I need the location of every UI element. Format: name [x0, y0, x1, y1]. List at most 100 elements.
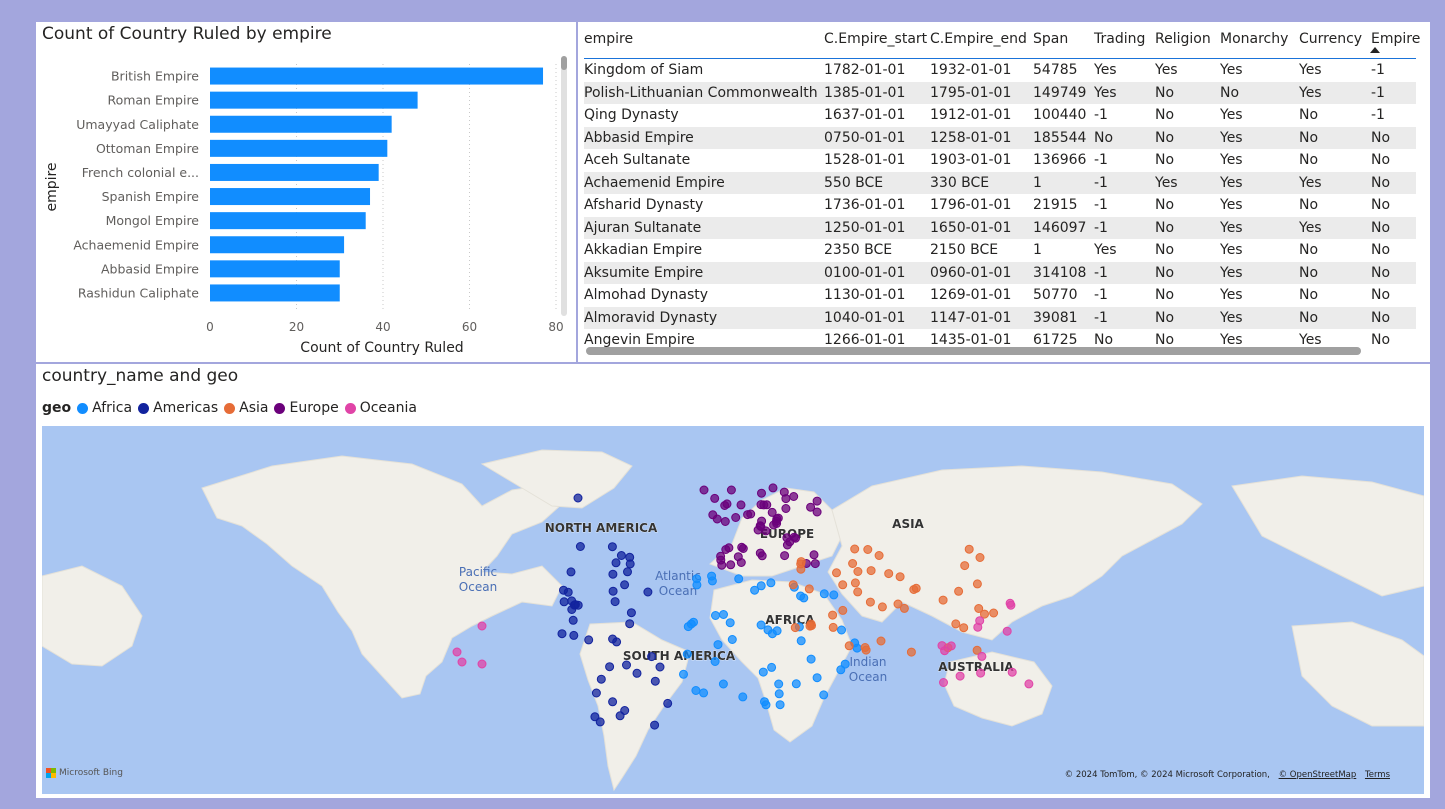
table-row[interactable]: Achaemenid Empire 550 BCE 330 BCE 1 -1 Yes Yes… [584, 171, 1416, 194]
table-row[interactable]: Ajuran Sultanate 1250-01-01 1650-01-01 1460… [584, 216, 1416, 239]
column-header[interactable]: empire [584, 31, 634, 47]
country-point[interactable] [1006, 600, 1016, 610]
country-point[interactable] [710, 657, 720, 666]
country-point[interactable] [568, 615, 578, 625]
table-row[interactable]: Kingdom of Siam 1782-01-01 1932-01-01 54785… [584, 59, 1416, 82]
country-point[interactable] [866, 566, 876, 576]
country-point[interactable] [906, 647, 916, 657]
country-point[interactable] [625, 552, 635, 562]
terms-link[interactable]: Terms [1364, 770, 1390, 780]
column-header[interactable]: Span [1033, 31, 1069, 47]
country-point[interactable] [622, 660, 631, 670]
country-point[interactable] [736, 558, 746, 567]
country-point[interactable] [625, 619, 635, 629]
country-point[interactable] [607, 542, 617, 552]
country-point[interactable] [590, 712, 600, 722]
country-point[interactable] [806, 654, 816, 664]
country-point[interactable] [796, 557, 806, 567]
country-point[interactable] [734, 574, 744, 584]
country-point[interactable] [596, 674, 606, 684]
bar[interactable] [210, 284, 340, 302]
column-header[interactable]: C.Empire_end [930, 31, 1027, 47]
country-point[interactable] [608, 586, 618, 596]
country-point[interactable] [973, 622, 983, 632]
country-point[interactable] [774, 679, 784, 689]
table-row[interactable]: Almohad Dynasty 1130-01-01 1269-01-01 50770… [584, 284, 1416, 307]
country-point[interactable] [955, 671, 965, 681]
country-point[interactable] [838, 580, 848, 590]
country-point[interactable] [683, 622, 693, 632]
country-point[interactable] [643, 587, 653, 597]
country-point[interactable] [708, 510, 718, 520]
country-point[interactable] [806, 502, 816, 512]
country-point[interactable] [819, 589, 829, 599]
table-row[interactable]: Polish-Lithuanian Commonwealth 1385-01-01… [584, 81, 1416, 104]
country-point[interactable] [743, 510, 753, 520]
country-point[interactable] [799, 593, 809, 603]
country-point[interactable] [756, 581, 766, 591]
country-point[interactable] [452, 647, 462, 657]
bar[interactable] [210, 115, 392, 133]
country-point[interactable] [559, 597, 569, 607]
country-point[interactable] [757, 516, 767, 526]
country-point[interactable] [573, 493, 583, 503]
country-point[interactable] [804, 584, 814, 594]
country-point[interactable] [829, 590, 839, 600]
country-point[interactable] [865, 597, 875, 607]
country-point[interactable] [790, 623, 800, 633]
country-point[interactable] [812, 673, 822, 683]
country-point[interactable] [616, 551, 626, 560]
country-point[interactable] [557, 629, 567, 639]
country-point[interactable] [610, 597, 620, 607]
country-point[interactable] [767, 507, 777, 517]
country-point[interactable] [844, 641, 854, 651]
country-point[interactable] [756, 620, 766, 630]
country-point[interactable] [974, 604, 984, 613]
column-header[interactable]: Trading [1094, 31, 1146, 47]
country-point[interactable] [611, 558, 621, 568]
country-point[interactable] [750, 585, 760, 595]
country-point[interactable] [850, 578, 860, 588]
country-point[interactable] [757, 551, 767, 561]
country-point[interactable] [720, 517, 730, 526]
table-row[interactable]: Almoravid Dynasty 1040-01-01 1147-01-01 390… [584, 306, 1416, 329]
country-point[interactable] [785, 537, 795, 547]
country-point[interactable] [989, 608, 999, 618]
country-point[interactable] [895, 572, 905, 582]
country-point[interactable] [976, 668, 986, 678]
country-point[interactable] [566, 567, 576, 577]
country-point[interactable] [738, 692, 748, 702]
country-point[interactable] [1007, 667, 1017, 677]
country-point[interactable] [812, 496, 822, 506]
country-point[interactable] [977, 651, 987, 661]
bar[interactable] [210, 188, 371, 206]
legend-item[interactable]: Africa [77, 400, 132, 416]
country-point[interactable] [679, 669, 688, 679]
country-point[interactable] [959, 623, 969, 633]
country-point[interactable] [736, 500, 746, 510]
legend-item[interactable]: Asia [224, 400, 268, 416]
bar[interactable] [210, 236, 345, 254]
country-point[interactable] [699, 485, 709, 495]
country-point[interactable] [710, 493, 720, 503]
country-point[interactable] [650, 720, 660, 730]
table-row[interactable]: Afsharid Dynasty 1736-01-01 1796-01-01 2191… [584, 194, 1416, 217]
country-point[interactable] [838, 605, 848, 615]
country-point[interactable] [725, 618, 735, 628]
country-point[interactable] [960, 561, 970, 571]
country-point[interactable] [575, 542, 585, 551]
country-point[interactable] [758, 667, 768, 677]
country-point[interactable] [726, 560, 736, 570]
country-point[interactable] [899, 603, 909, 613]
country-point[interactable] [972, 579, 982, 589]
country-point[interactable] [863, 545, 873, 554]
bar-chart-visual[interactable]: Count of Country Ruled by empire 0 20 40 60… [36, 22, 576, 362]
country-point[interactable] [780, 551, 790, 561]
table-horizontal-scrollbar[interactable] [586, 347, 1361, 355]
country-point[interactable] [781, 494, 791, 504]
osm-link[interactable]: © OpenStreetMap [1278, 770, 1357, 780]
country-point[interactable] [951, 619, 961, 629]
country-point[interactable] [477, 659, 487, 669]
country-point[interactable] [713, 640, 723, 650]
